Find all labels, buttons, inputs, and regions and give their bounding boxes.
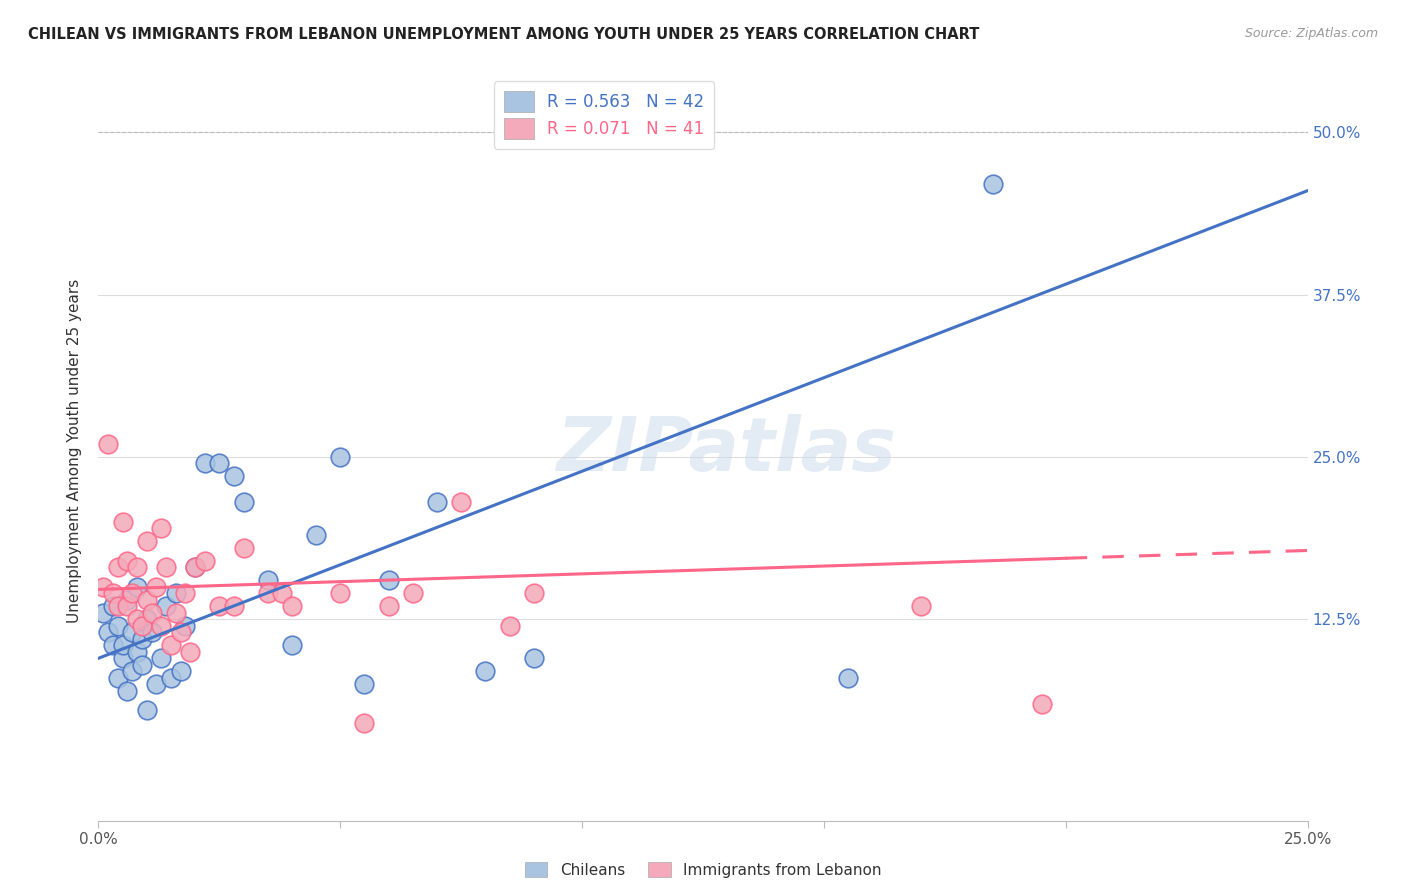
Point	[121, 665, 143, 679]
Point	[169, 665, 191, 679]
Point	[155, 560, 177, 574]
Point	[131, 619, 153, 633]
Point	[127, 645, 149, 659]
Point	[329, 586, 352, 600]
Point	[179, 645, 201, 659]
Point	[141, 625, 163, 640]
Point	[117, 592, 139, 607]
Point	[155, 599, 177, 614]
Point	[91, 580, 114, 594]
Point	[377, 574, 399, 588]
Point	[107, 599, 129, 614]
Legend: Chileans, Immigrants from Lebanon: Chileans, Immigrants from Lebanon	[524, 862, 882, 878]
Point	[523, 586, 546, 600]
Point	[160, 671, 183, 685]
Point	[117, 683, 139, 698]
Point	[135, 612, 157, 626]
Point	[107, 671, 129, 685]
Point	[127, 612, 149, 626]
Point	[353, 677, 375, 691]
Point	[256, 586, 278, 600]
Point	[377, 599, 399, 614]
Point	[165, 606, 187, 620]
Point	[353, 716, 375, 731]
Point	[111, 638, 134, 652]
Point	[208, 599, 231, 614]
Point	[150, 619, 173, 633]
Point	[498, 619, 520, 633]
Point	[121, 586, 143, 600]
Y-axis label: Unemployment Among Youth under 25 years: Unemployment Among Youth under 25 years	[67, 278, 83, 623]
Point	[1031, 697, 1053, 711]
Point	[281, 599, 304, 614]
Point	[194, 457, 217, 471]
Point	[910, 599, 932, 614]
Point	[127, 580, 149, 594]
Point	[184, 560, 207, 574]
Point	[131, 632, 153, 646]
Point	[135, 534, 157, 549]
Point	[271, 586, 294, 600]
Point	[121, 625, 143, 640]
Point	[101, 586, 124, 600]
Text: ZIPatlas: ZIPatlas	[557, 414, 897, 487]
Point	[107, 560, 129, 574]
Point	[174, 586, 197, 600]
Point	[141, 606, 163, 620]
Text: Source: ZipAtlas.com: Source: ZipAtlas.com	[1244, 27, 1378, 40]
Point	[208, 457, 231, 471]
Point	[194, 554, 217, 568]
Point	[111, 651, 134, 665]
Point	[222, 469, 245, 483]
Point	[174, 619, 197, 633]
Point	[165, 586, 187, 600]
Point	[184, 560, 207, 574]
Point	[281, 638, 304, 652]
Point	[117, 599, 139, 614]
Point	[150, 651, 173, 665]
Point	[117, 554, 139, 568]
Point	[232, 541, 254, 555]
Point	[91, 606, 114, 620]
Point	[450, 495, 472, 509]
Point	[150, 521, 173, 535]
Text: CHILEAN VS IMMIGRANTS FROM LEBANON UNEMPLOYMENT AMONG YOUTH UNDER 25 YEARS CORRE: CHILEAN VS IMMIGRANTS FROM LEBANON UNEMP…	[28, 27, 980, 42]
Point	[256, 574, 278, 588]
Point	[474, 665, 496, 679]
Point	[222, 599, 245, 614]
Point	[101, 599, 124, 614]
Point	[145, 677, 167, 691]
Point	[111, 515, 134, 529]
Point	[329, 450, 352, 464]
Point	[305, 528, 328, 542]
Point	[426, 495, 449, 509]
Point	[145, 580, 167, 594]
Point	[523, 651, 546, 665]
Legend: R = 0.563   N = 42, R = 0.071   N = 41: R = 0.563 N = 42, R = 0.071 N = 41	[494, 81, 714, 149]
Point	[131, 657, 153, 672]
Point	[232, 495, 254, 509]
Point	[107, 619, 129, 633]
Point	[402, 586, 425, 600]
Point	[837, 671, 859, 685]
Point	[127, 560, 149, 574]
Point	[981, 177, 1004, 191]
Point	[135, 592, 157, 607]
Point	[160, 638, 183, 652]
Point	[97, 437, 120, 451]
Point	[97, 625, 120, 640]
Point	[169, 625, 191, 640]
Point	[101, 638, 124, 652]
Point	[135, 703, 157, 717]
